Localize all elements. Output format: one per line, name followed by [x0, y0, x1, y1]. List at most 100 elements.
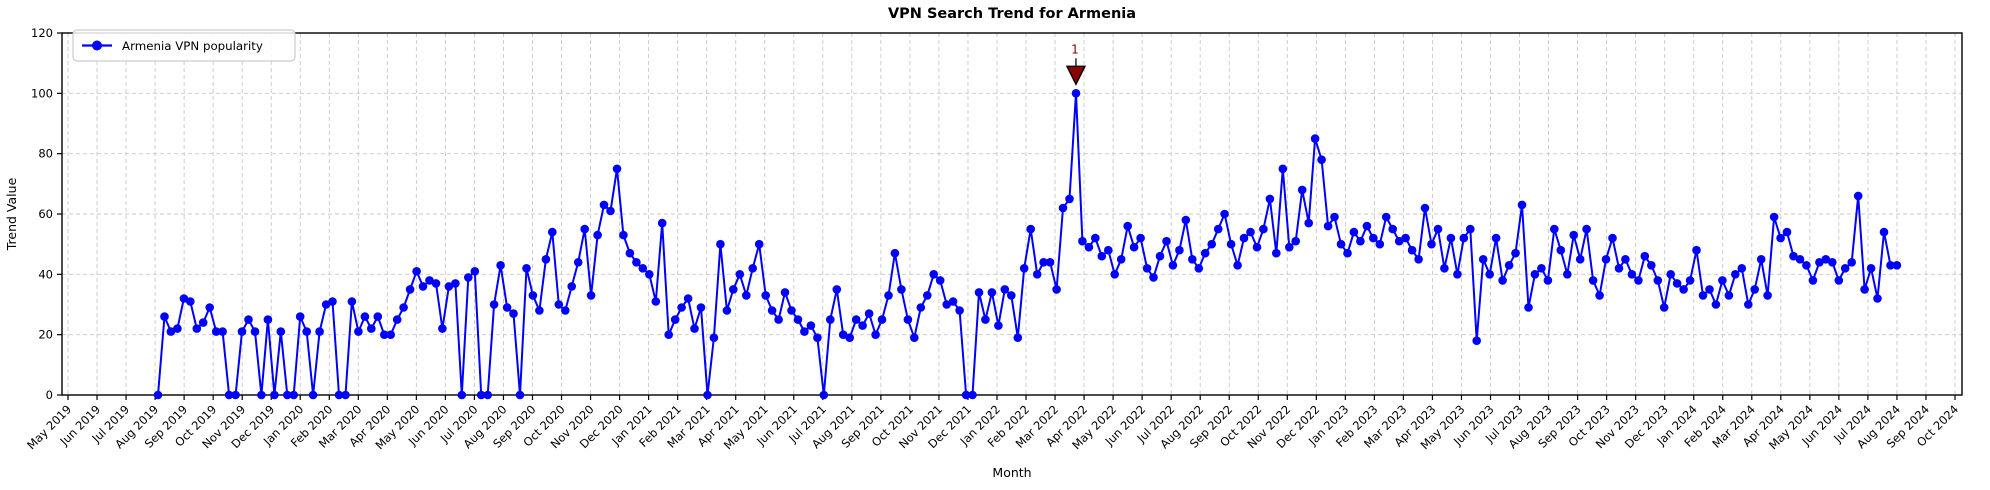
data-point [548, 227, 557, 237]
data-point [354, 327, 363, 336]
data-point [1272, 248, 1281, 258]
data-point [1285, 242, 1294, 252]
data-point [1517, 200, 1527, 210]
data-point [1058, 203, 1068, 213]
data-point [1892, 261, 1902, 270]
x-axis-label: Month [992, 465, 1031, 480]
data-point [438, 324, 447, 333]
data-point [632, 258, 641, 267]
data-point [1847, 258, 1856, 267]
peak-annotation: 1 [1065, 42, 1087, 86]
data-point [153, 390, 163, 400]
y-tick-label: 40 [38, 267, 53, 281]
data-point [981, 315, 990, 324]
data-point [761, 291, 770, 300]
data-point [1886, 261, 1895, 270]
data-point [489, 300, 499, 309]
data-point [722, 306, 732, 315]
data-point [974, 288, 984, 297]
data-point [250, 327, 260, 336]
data-point [806, 321, 816, 330]
y-tick-label: 0 [46, 388, 53, 402]
data-point [502, 303, 512, 312]
data-point [1692, 245, 1701, 255]
data-point [1349, 227, 1359, 237]
data-point [1711, 300, 1721, 309]
y-tick-label: 20 [38, 328, 53, 342]
data-point [774, 315, 783, 324]
annotation-label: 1 [1071, 42, 1079, 56]
data-point [1401, 233, 1410, 243]
data-point [283, 390, 292, 400]
data-point [367, 324, 376, 333]
data-point [599, 200, 609, 210]
data-point [1213, 224, 1223, 234]
data-point [1685, 276, 1695, 285]
data-point [1149, 273, 1158, 282]
data-point [334, 390, 344, 400]
data-point [1672, 279, 1682, 288]
data-point [1763, 291, 1772, 300]
data-point [1466, 224, 1475, 234]
data-point [1776, 233, 1785, 243]
data-point [464, 273, 473, 282]
data-point [858, 321, 867, 330]
data-point [1478, 254, 1488, 264]
data-point [186, 297, 195, 306]
data-point [625, 248, 635, 258]
data-point [328, 297, 337, 306]
data-point [1433, 224, 1443, 234]
data-point [198, 318, 208, 327]
data-point [1524, 303, 1533, 312]
data-point [1078, 236, 1087, 246]
data-point [1414, 254, 1423, 264]
data-point [1595, 291, 1604, 300]
data-point [1873, 294, 1882, 303]
data-point [994, 321, 1003, 330]
data-point [315, 327, 324, 336]
data-point [884, 291, 893, 300]
data-point [1608, 233, 1617, 243]
data-point [412, 267, 421, 276]
legend: Armenia VPN popularity [72, 29, 296, 62]
data-point [683, 294, 693, 303]
data-point [373, 312, 383, 321]
data-point [360, 312, 370, 321]
data-point [192, 324, 202, 333]
data-point [813, 333, 822, 343]
data-point [541, 254, 551, 264]
data-point [1375, 239, 1385, 249]
data-point [1550, 224, 1559, 234]
data-point [1750, 285, 1759, 294]
data-point [1226, 239, 1236, 249]
data-point [1640, 251, 1650, 261]
data-point [1032, 270, 1042, 279]
y-tick-label: 120 [31, 26, 53, 40]
data-point [522, 264, 531, 273]
data-point [1795, 254, 1805, 264]
data-point [838, 330, 848, 340]
data-point [392, 315, 402, 324]
data-point [1129, 242, 1139, 252]
data-point [864, 309, 874, 318]
data-point [1310, 134, 1320, 143]
data-point [942, 300, 951, 309]
data-point [1782, 227, 1792, 237]
data-point [1168, 261, 1178, 270]
data-point [935, 276, 945, 285]
data-point [1091, 233, 1100, 243]
data-point [347, 297, 357, 306]
data-point [1019, 264, 1029, 273]
data-point [670, 315, 680, 324]
data-point [1653, 276, 1663, 285]
data-point [1802, 261, 1811, 270]
data-point [1388, 224, 1397, 234]
y-tick-label: 100 [31, 86, 53, 100]
data-point [677, 303, 686, 312]
data-point [1569, 230, 1578, 240]
data-point [819, 390, 829, 400]
data-point [826, 315, 835, 324]
data-point [1162, 236, 1171, 246]
data-point [1789, 251, 1798, 261]
data-point [431, 279, 441, 288]
